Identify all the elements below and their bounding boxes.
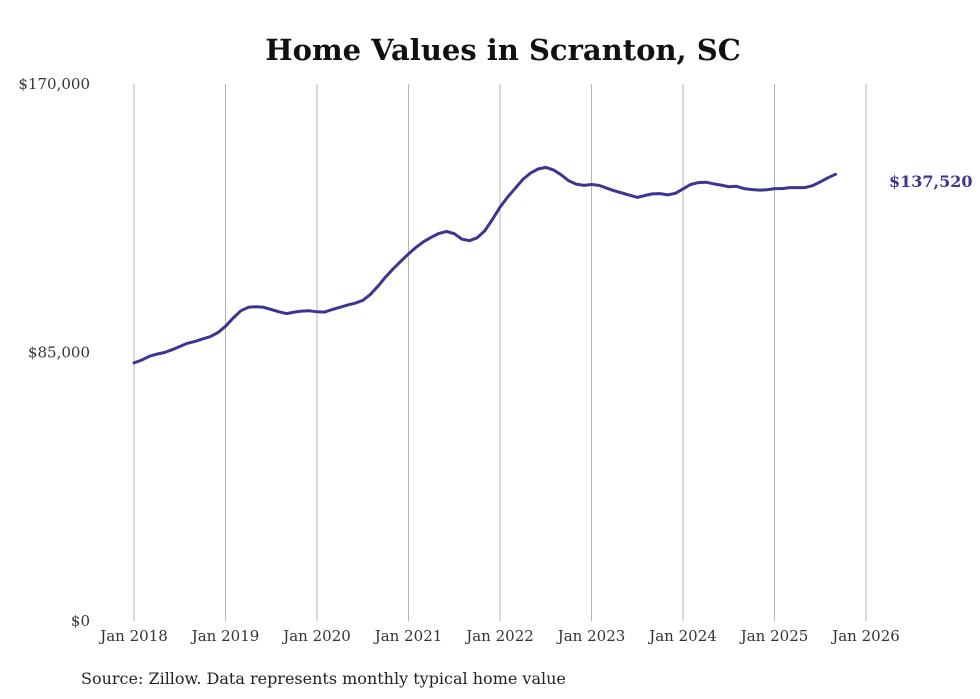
x-tick-label: Jan 2023 (556, 627, 626, 645)
x-tick-label: Jan 2021 (373, 627, 443, 645)
y-tick-label: $170,000 (18, 75, 90, 93)
x-tick-label: Jan 2025 (739, 627, 809, 645)
x-tick-label: Jan 2024 (647, 627, 717, 645)
y-tick-label: $0 (71, 612, 90, 630)
series-line-home-value (132, 165, 837, 365)
x-tick-label: Jan 2020 (281, 627, 351, 645)
x-axis-ticks: Jan 2018 Jan 2019 Jan 2020 Jan 2021 Jan 2022… (98, 627, 900, 645)
x-tick-label: Jan 2019 (190, 627, 260, 645)
chart-title: Home Values in Scranton, SC (265, 33, 741, 67)
gridlines (133, 84, 867, 621)
y-tick-label: $85,000 (28, 344, 90, 362)
x-tick-label: Jan 2026 (830, 627, 900, 645)
y-axis-ticks: $0 $85,000 $170,000 (18, 75, 90, 630)
x-tick-label: Jan 2018 (98, 627, 168, 645)
source-note: Source: Zillow. Data represents monthly … (81, 669, 566, 688)
last-value-label: $137,520 (889, 172, 973, 191)
x-tick-label: Jan 2022 (464, 627, 534, 645)
